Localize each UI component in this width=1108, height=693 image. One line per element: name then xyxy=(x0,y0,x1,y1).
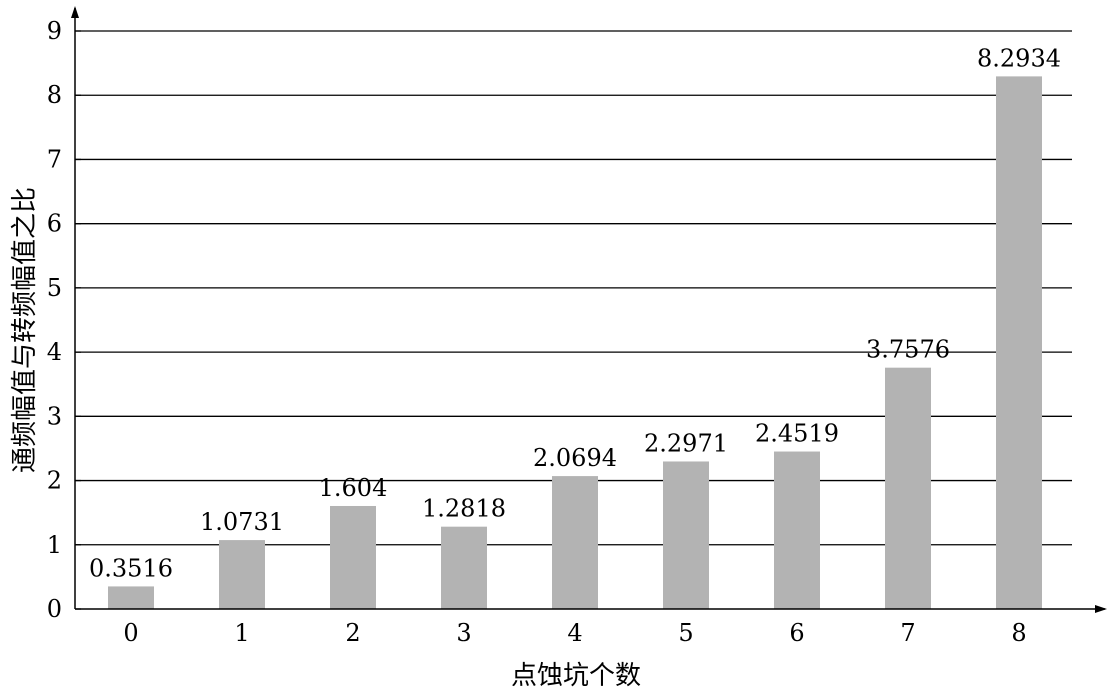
x-tick-label: 1 xyxy=(234,619,249,647)
x-tick-label: 4 xyxy=(567,619,582,647)
data-label: 3.7576 xyxy=(866,336,950,364)
data-label: 2.4519 xyxy=(755,420,839,448)
x-tick-label: 5 xyxy=(678,619,693,647)
x-tick-label: 3 xyxy=(456,619,471,647)
x-tick-label: 0 xyxy=(123,619,138,647)
bars xyxy=(108,76,1042,610)
bar-6 xyxy=(774,451,820,609)
gridlines xyxy=(75,30,1072,546)
x-tick-label: 7 xyxy=(900,619,915,647)
bar-5 xyxy=(663,461,709,609)
y-tick-label: 1 xyxy=(47,531,62,559)
x-tick-label: 8 xyxy=(1011,619,1026,647)
y-tick-label: 7 xyxy=(47,145,62,173)
data-label: 2.0694 xyxy=(533,444,617,472)
bar-8 xyxy=(996,76,1042,610)
bar-7 xyxy=(885,367,931,609)
y-tick-label: 0 xyxy=(47,595,62,623)
bar-3 xyxy=(441,526,487,609)
data-label: 0.3516 xyxy=(89,554,173,582)
y-tick-label: 3 xyxy=(47,402,62,430)
y-tick-labels: 0 1 2 3 4 5 6 7 8 9 xyxy=(47,17,81,623)
data-label: 8.2934 xyxy=(977,44,1061,72)
y-tick-label: 4 xyxy=(47,338,62,366)
y-axis-title: 通频幅值与转频幅值之比 xyxy=(10,187,40,473)
bar-1 xyxy=(219,540,265,609)
data-label: 1.0731 xyxy=(200,508,284,536)
x-tick-labels: 0 1 2 3 4 5 6 7 8 xyxy=(123,619,1026,647)
y-tick-label: 8 xyxy=(47,81,62,109)
data-label: 2.2971 xyxy=(644,429,728,457)
y-tick-label: 9 xyxy=(47,17,62,45)
x-axis-title: 点蚀坑个数 xyxy=(511,661,641,691)
x-tick-label: 2 xyxy=(345,619,360,647)
axes xyxy=(71,6,1107,613)
bar-0 xyxy=(108,586,154,609)
data-label: 1.604 xyxy=(319,474,388,502)
bar-2 xyxy=(330,505,376,609)
bar-4 xyxy=(552,476,598,609)
data-label: 1.2818 xyxy=(422,495,506,523)
y-tick-label: 2 xyxy=(47,467,62,495)
y-tick-label: 6 xyxy=(47,210,62,238)
x-tick-label: 6 xyxy=(789,619,804,647)
data-labels: 0.3516 1.0731 1.604 1.2818 2.0694 2.2971 2.451… xyxy=(89,44,1061,582)
y-tick-label: 5 xyxy=(47,274,62,302)
